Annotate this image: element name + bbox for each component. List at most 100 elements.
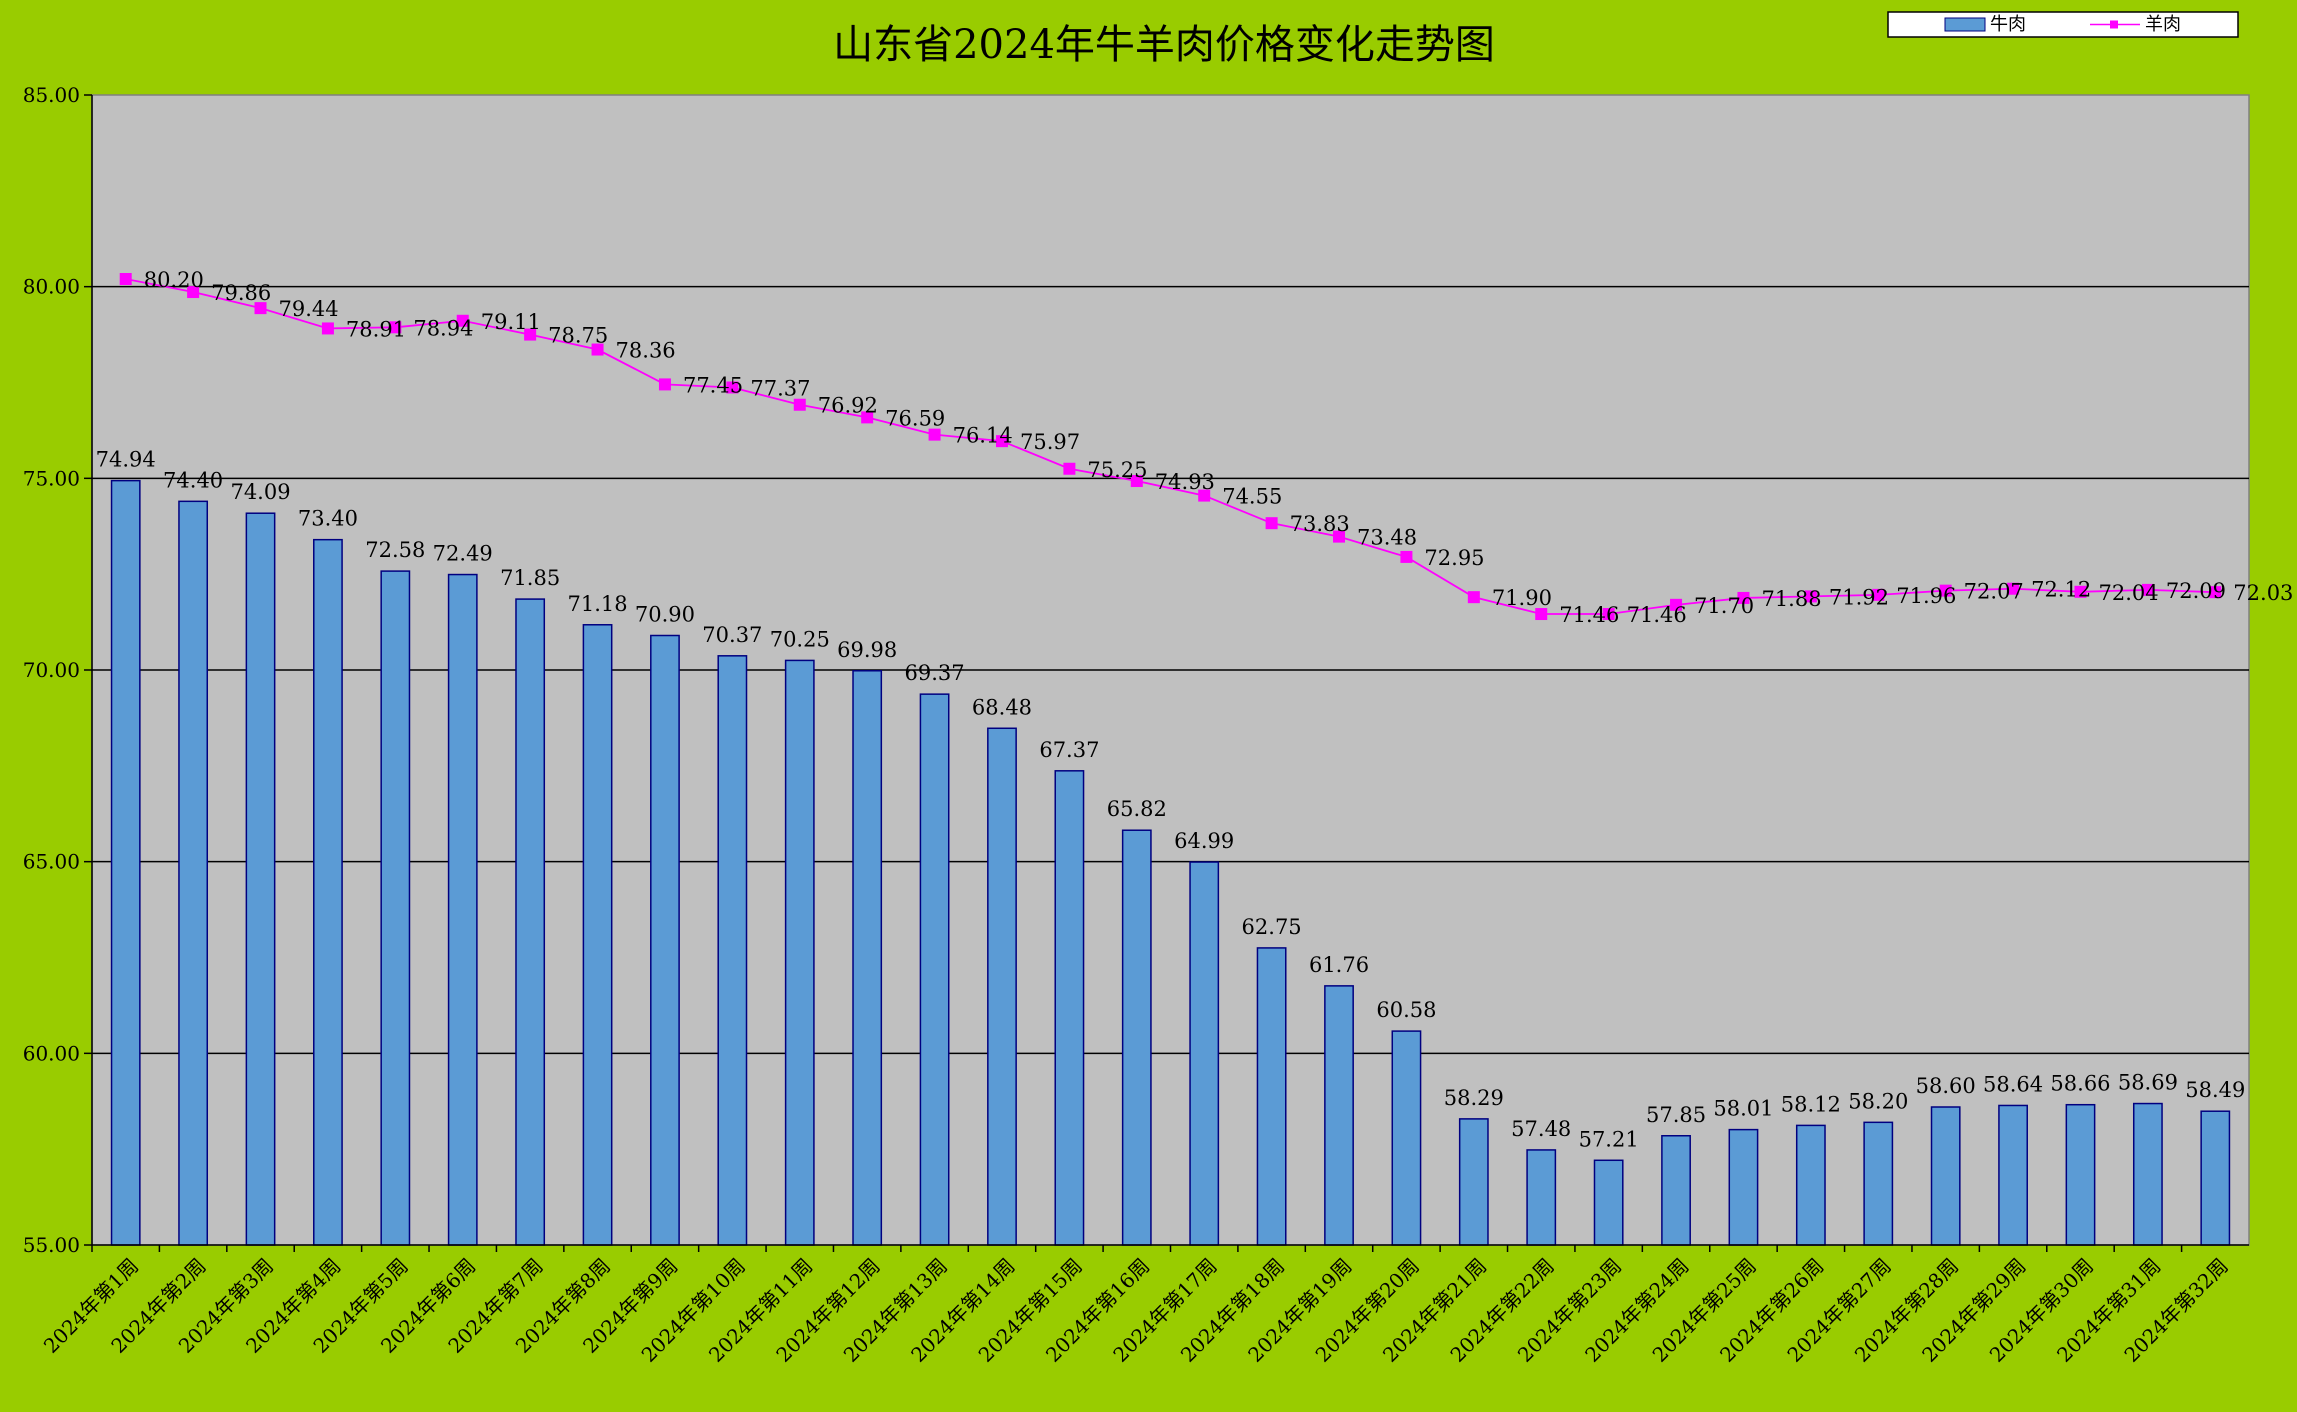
bar-data-label: 64.99 bbox=[1174, 829, 1234, 853]
legend-label-mutton: 羊肉 bbox=[2145, 14, 2181, 35]
bar bbox=[919, 693, 950, 1246]
bar bbox=[1256, 947, 1287, 1246]
line-point bbox=[1265, 517, 1278, 530]
y-axis: 55.00 60.00 65.00 70.00 75.00 80.00 85.00 bbox=[23, 83, 93, 1257]
y-tick-label: 60.00 bbox=[23, 1041, 80, 1065]
line-point bbox=[591, 343, 604, 356]
line-data-label: 72.04 bbox=[2098, 581, 2158, 605]
bar bbox=[1593, 1159, 1624, 1246]
bar-data-label: 57.85 bbox=[1646, 1103, 1706, 1127]
bar bbox=[1391, 1030, 1422, 1246]
bar-data-label: 58.29 bbox=[1444, 1086, 1504, 1110]
bar-data-label: 57.21 bbox=[1579, 1127, 1639, 1151]
bar bbox=[1054, 770, 1085, 1246]
line-point bbox=[1804, 590, 1817, 603]
line-point bbox=[456, 314, 469, 327]
legend-box bbox=[1887, 11, 2239, 38]
line-data-label: 71.46 bbox=[1559, 603, 1619, 627]
bar bbox=[582, 624, 613, 1246]
line-data-label: 79.11 bbox=[481, 310, 541, 334]
y-tick-label: 65.00 bbox=[23, 850, 80, 874]
line-point bbox=[861, 411, 874, 424]
line-point bbox=[1130, 475, 1143, 488]
bar bbox=[852, 670, 883, 1246]
line-point bbox=[1737, 591, 1750, 604]
line-point bbox=[1535, 608, 1548, 621]
bar-data-label: 65.82 bbox=[1107, 797, 1167, 821]
bar bbox=[1661, 1135, 1691, 1246]
line-data-label: 78.94 bbox=[413, 316, 473, 340]
bar-series-牛肉 bbox=[110, 479, 2231, 1246]
line-point bbox=[524, 328, 537, 341]
line-data-label: 71.90 bbox=[1492, 586, 1552, 610]
bar-data-label: 74.40 bbox=[163, 468, 223, 492]
bar bbox=[650, 634, 680, 1246]
bar-data-label: 69.37 bbox=[905, 661, 965, 685]
line-data-label: 75.25 bbox=[1087, 458, 1147, 482]
line-data-label: 71.96 bbox=[1896, 584, 1956, 608]
bar-data-label: 58.60 bbox=[1916, 1074, 1976, 1098]
bar bbox=[1795, 1124, 1826, 1246]
bar bbox=[784, 659, 815, 1246]
bar-data-label: 74.09 bbox=[230, 480, 290, 504]
line-data-label: 71.70 bbox=[1694, 594, 1754, 618]
line-path bbox=[125, 278, 2216, 615]
bar bbox=[447, 573, 478, 1246]
line-point bbox=[321, 322, 334, 335]
bar bbox=[178, 500, 209, 1246]
chart-title: 山东省2024年牛羊肉价格变化走势图 bbox=[833, 22, 1495, 68]
line-data-label: 76.59 bbox=[885, 406, 945, 430]
bar-data-label: 57.48 bbox=[1511, 1117, 1571, 1141]
bar bbox=[717, 655, 748, 1246]
bar-data-label: 58.20 bbox=[1848, 1089, 1908, 1113]
line-data-label: 71.88 bbox=[1761, 587, 1821, 611]
line-data-label: 72.09 bbox=[2166, 579, 2226, 603]
bar-data-label: 69.98 bbox=[837, 638, 897, 662]
bar bbox=[1930, 1106, 1961, 1246]
y-tick-label: 85.00 bbox=[23, 83, 80, 107]
bar bbox=[1324, 985, 1354, 1246]
line-data-label: 74.93 bbox=[1155, 470, 1215, 494]
line-point bbox=[995, 435, 1008, 448]
bar-data-label: 68.48 bbox=[972, 695, 1032, 719]
y-tick-label: 70.00 bbox=[23, 658, 80, 682]
bar bbox=[110, 479, 141, 1246]
legend: 牛肉 羊肉 bbox=[1887, 11, 2239, 38]
line-data-label: 73.83 bbox=[1290, 512, 1350, 536]
bar bbox=[2132, 1102, 2163, 1246]
line-data-label: 71.92 bbox=[1829, 585, 1889, 609]
line-data-label: 78.36 bbox=[616, 339, 676, 363]
bar bbox=[1863, 1121, 1894, 1246]
line-data-label: 72.12 bbox=[2031, 578, 2091, 602]
line-point bbox=[119, 273, 132, 285]
line-point bbox=[1333, 530, 1346, 543]
y-tick-label: 80.00 bbox=[23, 275, 80, 299]
bar-data-label: 58.12 bbox=[1781, 1092, 1841, 1116]
bar-data-label: 58.66 bbox=[2050, 1072, 2110, 1096]
bar bbox=[1121, 829, 1152, 1246]
bar bbox=[313, 538, 343, 1246]
line-series-羊肉 bbox=[119, 273, 2222, 621]
line-point bbox=[928, 428, 941, 441]
bar-data-label: 60.58 bbox=[1376, 998, 1436, 1022]
line-data-label: 80.20 bbox=[144, 268, 204, 292]
bar-data-label: 61.76 bbox=[1309, 953, 1369, 977]
y-tick-label: 75.00 bbox=[23, 466, 80, 490]
line-data-label: 76.92 bbox=[818, 394, 878, 418]
bar bbox=[1728, 1128, 1759, 1246]
bar-data-label: 58.01 bbox=[1713, 1097, 1773, 1121]
bar-data-label: 72.49 bbox=[433, 542, 493, 566]
line-point bbox=[1467, 591, 1480, 604]
bar bbox=[2065, 1103, 2096, 1246]
bar bbox=[380, 570, 411, 1246]
bar-data-label: 74.94 bbox=[96, 448, 156, 472]
bar-data-label: 58.64 bbox=[1983, 1072, 2043, 1096]
line-point bbox=[254, 302, 267, 315]
line-data-labels: 80.20 79.86 79.44 78.91 78.94 79.11 78.75 78.36… bbox=[144, 268, 2294, 627]
line-point bbox=[2209, 586, 2222, 599]
line-point bbox=[658, 378, 671, 391]
line-point bbox=[1198, 489, 1211, 502]
line-data-label: 73.48 bbox=[1357, 526, 1417, 550]
line-data-label: 75.97 bbox=[1020, 430, 1080, 454]
